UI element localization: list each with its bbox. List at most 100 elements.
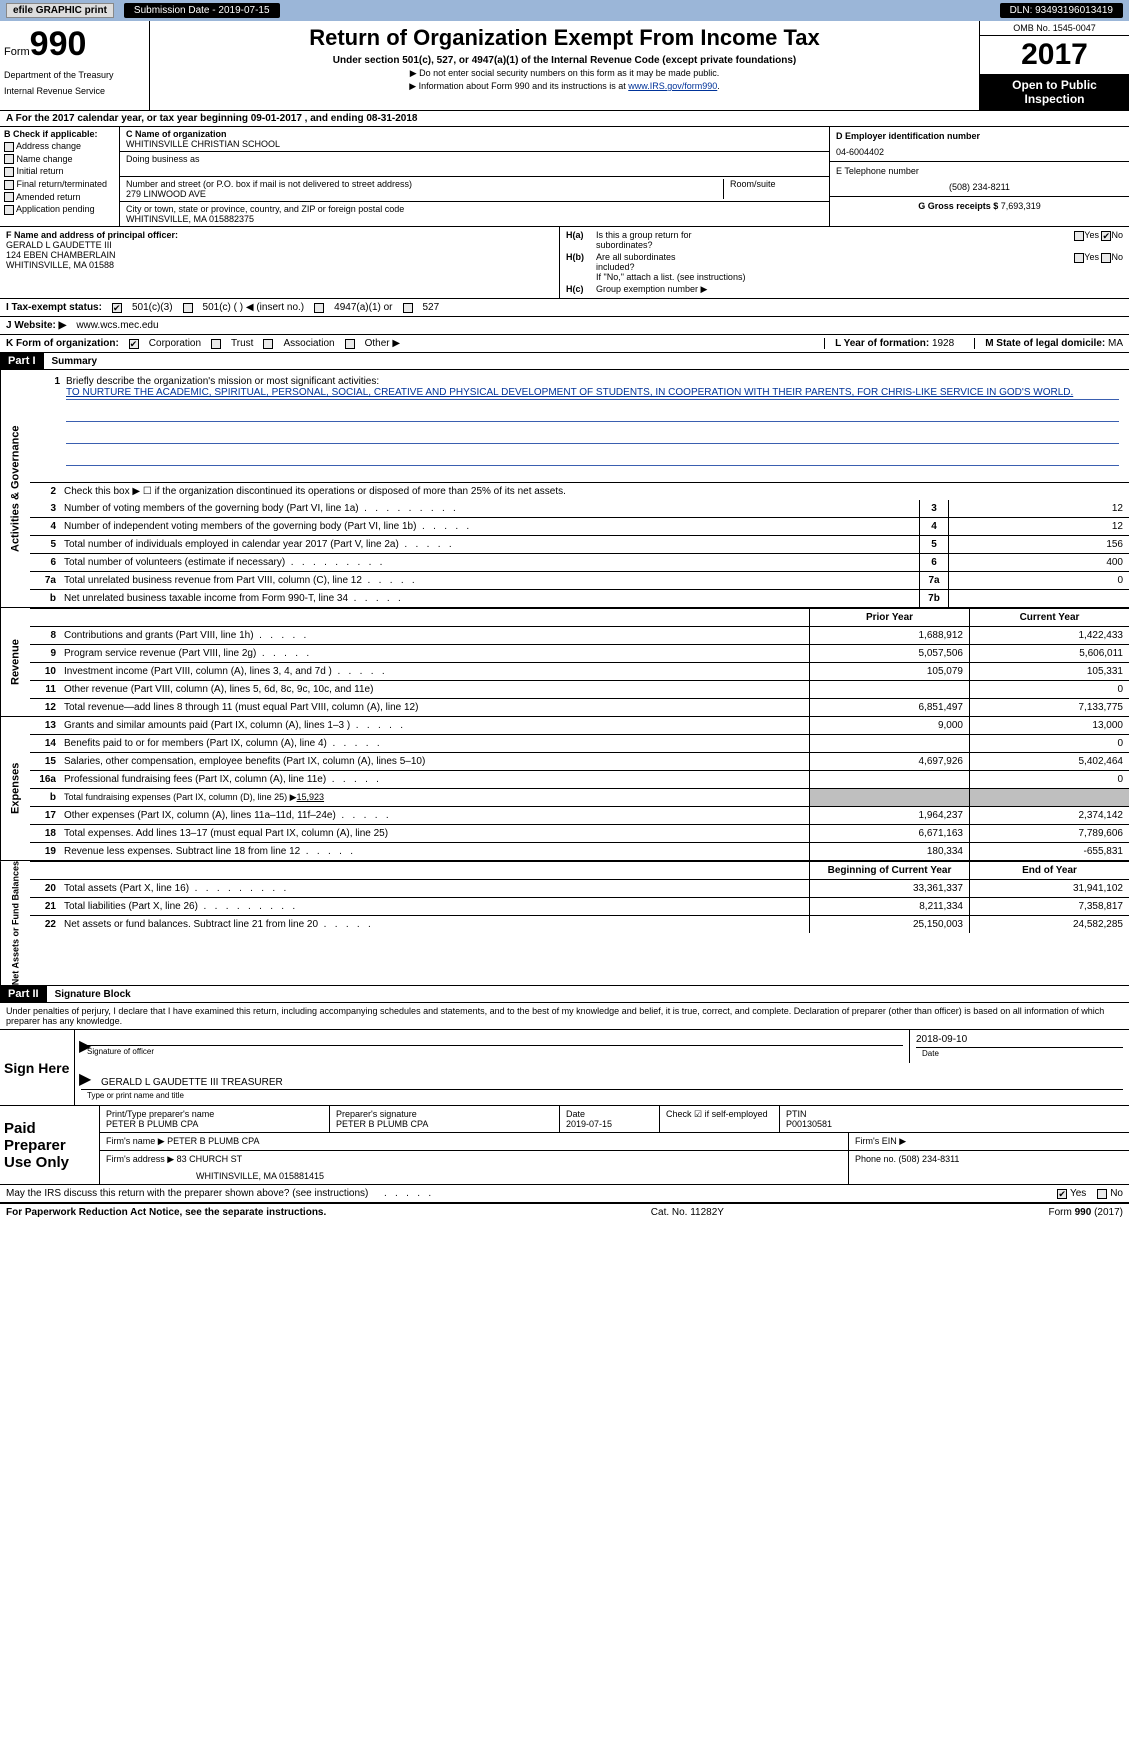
chk-hb-yes[interactable] bbox=[1074, 253, 1084, 263]
header-center: Return of Organization Exempt From Incom… bbox=[150, 21, 979, 110]
top-bar: efile GRAPHIC print Submission Date - 20… bbox=[0, 0, 1129, 21]
chk-pending[interactable] bbox=[4, 205, 14, 215]
line-5: 5 Total number of individuals employed i… bbox=[30, 535, 1129, 553]
line-16b: b Total fundraising expenses (Part IX, c… bbox=[30, 788, 1129, 806]
tax-year-row: A For the 2017 calendar year, or tax yea… bbox=[0, 111, 1129, 127]
paid-preparer-block: Paid Preparer Use Only Print/Type prepar… bbox=[0, 1106, 1129, 1185]
paperwork-notice: For Paperwork Reduction Act Notice, see … bbox=[6, 1207, 326, 1218]
line-6: 6 Total number of volunteers (estimate i… bbox=[30, 553, 1129, 571]
line-8: 8Contributions and grants (Part VIII, li… bbox=[30, 626, 1129, 644]
chk-ha-no[interactable] bbox=[1101, 231, 1111, 241]
net-assets-side-label: Net Assets or Fund Balances bbox=[0, 861, 30, 985]
line-9: 9Program service revenue (Part VIII, lin… bbox=[30, 644, 1129, 662]
phone-cell: E Telephone number (508) 234-8211 bbox=[830, 162, 1129, 197]
dln-pill: DLN: 93493196013419 bbox=[1000, 3, 1123, 18]
irs-label: Internal Revenue Service bbox=[4, 86, 145, 96]
submission-date-pill: Submission Date - 2019-07-15 bbox=[124, 3, 280, 18]
chk-initial-return[interactable] bbox=[4, 167, 14, 177]
paid-preparer-label: Paid Preparer Use Only bbox=[0, 1106, 100, 1184]
form-note-info: ▶ Information about Form 990 and its ins… bbox=[156, 81, 973, 92]
firm-name-row: Firm's name ▶ PETER B PLUMB CPA Firm's E… bbox=[100, 1133, 1129, 1151]
line-16a: 16aProfessional fundraising fees (Part I… bbox=[30, 770, 1129, 788]
form-of-org-row: K Form of organization: Corporation Trus… bbox=[0, 335, 1129, 353]
line-13: 13Grants and similar amounts paid (Part … bbox=[30, 717, 1129, 734]
org-info-grid: B Check if applicable: Address change Na… bbox=[0, 127, 1129, 227]
form-note-ssn: ▶ Do not enter social security numbers o… bbox=[156, 68, 973, 79]
chk-discuss-no[interactable] bbox=[1097, 1189, 1107, 1199]
line-7a: 7a Total unrelated business revenue from… bbox=[30, 571, 1129, 589]
line-12: 12Total revenue—add lines 8 through 11 (… bbox=[30, 698, 1129, 716]
website-value: www.wcs.mec.edu bbox=[76, 320, 158, 331]
tax-year: 2017 bbox=[980, 36, 1129, 74]
firm-address-row: Firm's address ▶ 83 CHURCH ST WHITINSVIL… bbox=[100, 1151, 1129, 1184]
end-year-header: End of Year bbox=[969, 862, 1129, 879]
officer-h-row: F Name and address of principal officer:… bbox=[0, 227, 1129, 299]
revenue-side-label: Revenue bbox=[0, 608, 30, 716]
chk-527[interactable] bbox=[403, 303, 413, 313]
expenses-section: Expenses 13Grants and similar amounts pa… bbox=[0, 717, 1129, 861]
mission-text: TO NURTURE THE ACADEMIC, SPIRITUAL, PERS… bbox=[66, 387, 1073, 398]
chk-other[interactable] bbox=[345, 339, 355, 349]
expenses-side-label: Expenses bbox=[0, 717, 30, 860]
header-right: OMB No. 1545-0047 2017 Open to Public In… bbox=[979, 21, 1129, 110]
footer-row: For Paperwork Reduction Act Notice, see … bbox=[0, 1203, 1129, 1221]
cat-number: Cat. No. 11282Y bbox=[651, 1207, 724, 1218]
discuss-row: May the IRS discuss this return with the… bbox=[0, 1185, 1129, 1203]
chk-discuss-yes[interactable] bbox=[1057, 1189, 1067, 1199]
governance-side-label: Activities & Governance bbox=[0, 370, 30, 607]
part-ii-title: Signature Block bbox=[55, 989, 131, 1000]
line-7b: b Net unrelated business taxable income … bbox=[30, 589, 1129, 607]
ein-cell: D Employer identification number 04-6004… bbox=[830, 127, 1129, 162]
omb-number: OMB No. 1545-0047 bbox=[980, 21, 1129, 36]
dba-cell: Doing business as bbox=[120, 152, 829, 177]
efile-print-button[interactable]: efile GRAPHIC print bbox=[6, 3, 114, 18]
part-i-title: Summary bbox=[52, 356, 98, 367]
col-d-e-g: D Employer identification number 04-6004… bbox=[829, 127, 1129, 226]
form-footer: Form 990 (2017) bbox=[1049, 1207, 1123, 1218]
part-i-label: Part I bbox=[0, 353, 44, 369]
chk-trust[interactable] bbox=[211, 339, 221, 349]
governance-section: Activities & Governance 1 Briefly descri… bbox=[0, 370, 1129, 608]
mission-block: 1 Briefly describe the organization's mi… bbox=[30, 370, 1129, 482]
penalty-statement: Under penalties of perjury, I declare th… bbox=[0, 1003, 1129, 1030]
line-14: 14Benefits paid to or for members (Part … bbox=[30, 734, 1129, 752]
form-word: Form bbox=[4, 46, 30, 58]
revenue-col-headers: Prior Year Current Year bbox=[30, 608, 1129, 626]
gross-receipts-cell: G Gross receipts $ 7,693,319 bbox=[830, 197, 1129, 215]
irs-link[interactable]: www.IRS.gov/form990 bbox=[628, 81, 717, 91]
part-i-header: Part I Summary bbox=[0, 353, 1129, 370]
col-b-checkboxes: B Check if applicable: Address change Na… bbox=[0, 127, 120, 226]
form-subtitle: Under section 501(c), 527, or 4947(a)(1)… bbox=[156, 55, 973, 66]
line-4: 4 Number of independent voting members o… bbox=[30, 517, 1129, 535]
chk-501c3[interactable] bbox=[112, 303, 122, 313]
city-cell: City or town, state or province, country… bbox=[120, 202, 829, 226]
chk-final-return[interactable] bbox=[4, 180, 14, 190]
org-name-cell: C Name of organization WHITINSVILLE CHRI… bbox=[120, 127, 829, 152]
chk-4947[interactable] bbox=[314, 303, 324, 313]
h-block: H(a) Is this a group return for subordin… bbox=[560, 227, 1129, 298]
net-assets-section: Net Assets or Fund Balances Beginning of… bbox=[0, 861, 1129, 986]
chk-assoc[interactable] bbox=[263, 339, 273, 349]
sign-here-label: Sign Here bbox=[0, 1030, 75, 1105]
prior-year-header: Prior Year bbox=[809, 609, 969, 626]
chk-ha-yes[interactable] bbox=[1074, 231, 1084, 241]
officer-cell: F Name and address of principal officer:… bbox=[0, 227, 560, 298]
part-ii-label: Part II bbox=[0, 986, 47, 1002]
part-ii-header: Part II Signature Block bbox=[0, 986, 1129, 1003]
tax-exempt-row: I Tax-exempt status: 501(c)(3) 501(c) ( … bbox=[0, 299, 1129, 317]
chk-hb-no[interactable] bbox=[1101, 253, 1111, 263]
col-b-label: B Check if applicable: bbox=[4, 129, 115, 139]
chk-amended[interactable] bbox=[4, 192, 14, 202]
line-21: 21Total liabilities (Part X, line 26) 8,… bbox=[30, 897, 1129, 915]
net-col-headers: Beginning of Current Year End of Year bbox=[30, 861, 1129, 879]
line-3: 3 Number of voting members of the govern… bbox=[30, 500, 1129, 517]
chk-name-change[interactable] bbox=[4, 154, 14, 164]
line-18: 18Total expenses. Add lines 13–17 (must … bbox=[30, 824, 1129, 842]
form-number: 990 bbox=[30, 25, 87, 64]
line-17: 17Other expenses (Part IX, column (A), l… bbox=[30, 806, 1129, 824]
chk-501c[interactable] bbox=[183, 303, 193, 313]
line-10: 10Investment income (Part VIII, column (… bbox=[30, 662, 1129, 680]
chk-corp[interactable] bbox=[129, 339, 139, 349]
chk-address-change[interactable] bbox=[4, 142, 14, 152]
sign-here-block: Sign Here ▶ Signature of officer 2018-09… bbox=[0, 1030, 1129, 1106]
